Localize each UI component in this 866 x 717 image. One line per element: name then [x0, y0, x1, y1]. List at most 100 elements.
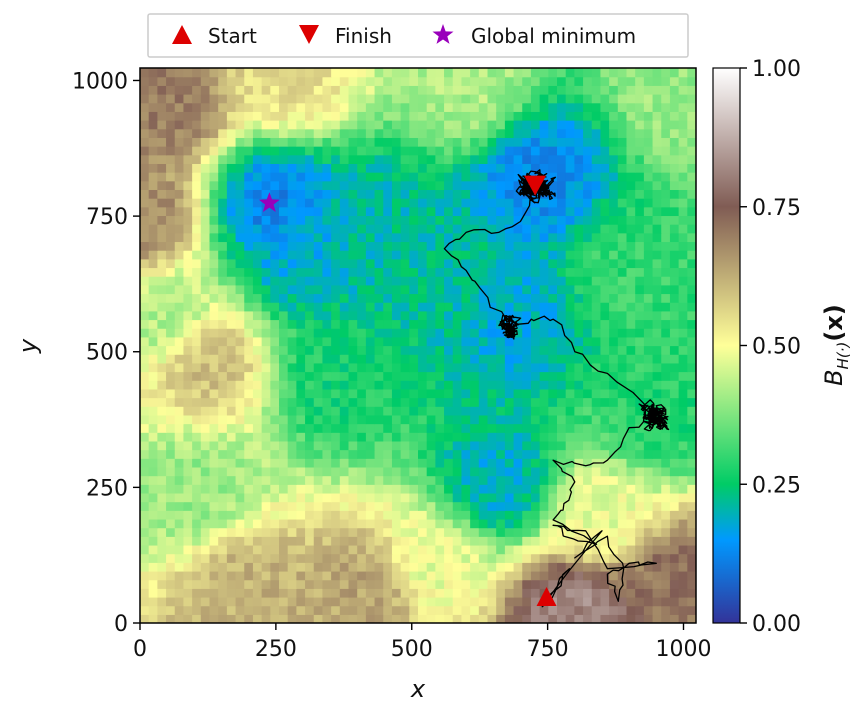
heatmap-cell	[444, 484, 453, 493]
heatmap-cell	[661, 467, 670, 476]
heatmap-cell	[574, 276, 583, 285]
heatmap-cell	[314, 424, 323, 433]
heatmap-cell	[409, 406, 418, 415]
heatmap-cell	[505, 181, 514, 190]
heatmap-cell	[192, 293, 201, 302]
heatmap-cell	[175, 77, 184, 86]
heatmap-cell	[279, 259, 288, 268]
heatmap-cell	[236, 163, 245, 172]
heatmap-cell	[296, 614, 305, 623]
heatmap-cell	[270, 380, 279, 389]
heatmap-cell	[548, 372, 557, 381]
heatmap-cell	[427, 311, 436, 320]
heatmap-cell	[349, 155, 358, 164]
heatmap-cell	[453, 163, 462, 172]
heatmap-cell	[322, 120, 331, 129]
heatmap-cell	[574, 85, 583, 94]
heatmap-cell	[244, 103, 253, 112]
heatmap-cell	[349, 337, 358, 346]
heatmap-cell	[514, 250, 523, 259]
heatmap-cell	[192, 328, 201, 337]
heatmap-cell	[262, 181, 271, 190]
heatmap-cell	[175, 319, 184, 328]
heatmap-cell	[557, 198, 566, 207]
heatmap-cell	[157, 311, 166, 320]
heatmap-cell	[183, 181, 192, 190]
heatmap-cell	[574, 111, 583, 120]
heatmap-cell	[409, 614, 418, 623]
heatmap-cell	[236, 250, 245, 259]
heatmap-cell	[157, 562, 166, 571]
heatmap-cell	[201, 111, 210, 120]
heatmap-cell	[661, 172, 670, 181]
heatmap-cell	[149, 285, 158, 294]
heatmap-cell	[583, 189, 592, 198]
colorbar-tick-label: 0.00	[752, 612, 801, 637]
heatmap-cell	[470, 372, 479, 381]
heatmap-cell	[270, 432, 279, 441]
heatmap-cell	[453, 380, 462, 389]
heatmap-cell	[505, 484, 514, 493]
heatmap-cell	[687, 250, 696, 259]
heatmap-cell	[288, 155, 297, 164]
heatmap-cell	[514, 354, 523, 363]
heatmap-cell	[505, 302, 514, 311]
heatmap-cell	[653, 241, 662, 250]
heatmap-cell	[687, 85, 696, 94]
heatmap-cell	[427, 137, 436, 146]
heatmap-cell	[322, 85, 331, 94]
heatmap-cell	[253, 259, 262, 268]
heatmap-cell	[653, 103, 662, 112]
heatmap-cell	[305, 562, 314, 571]
heatmap-cell	[262, 597, 271, 606]
heatmap-cell	[514, 562, 523, 571]
heatmap-cell	[157, 597, 166, 606]
heatmap-cell	[488, 432, 497, 441]
heatmap-cell	[140, 354, 149, 363]
heatmap-cell	[183, 372, 192, 381]
heatmap-cell	[157, 77, 166, 86]
heatmap-cell	[210, 458, 219, 467]
heatmap-cell	[227, 163, 236, 172]
heatmap-cell	[409, 77, 418, 86]
heatmap-cell	[444, 146, 453, 155]
heatmap-cell	[488, 588, 497, 597]
heatmap-cell	[548, 111, 557, 120]
heatmap-cell	[618, 172, 627, 181]
heatmap-cell	[461, 207, 470, 216]
heatmap-cell	[427, 302, 436, 311]
heatmap-cell	[322, 207, 331, 216]
heatmap-cell	[488, 528, 497, 537]
heatmap-cell	[592, 207, 601, 216]
heatmap-cell	[175, 172, 184, 181]
heatmap-cell	[635, 614, 644, 623]
heatmap-cell	[635, 328, 644, 337]
heatmap-cell	[270, 146, 279, 155]
heatmap-cell	[679, 111, 688, 120]
heatmap-cell	[288, 450, 297, 459]
heatmap-cell	[383, 536, 392, 545]
heatmap-cell	[522, 77, 531, 86]
heatmap-cell	[349, 311, 358, 320]
heatmap-cell	[288, 502, 297, 511]
heatmap-cell	[296, 146, 305, 155]
heatmap-cell	[670, 510, 679, 519]
heatmap-cell	[201, 103, 210, 112]
heatmap-cell	[383, 450, 392, 459]
heatmap-cell	[244, 111, 253, 120]
heatmap-cell	[679, 94, 688, 103]
heatmap-cell	[574, 450, 583, 459]
heatmap-cell	[653, 536, 662, 545]
heatmap-cell	[166, 554, 175, 563]
heatmap-cell	[470, 502, 479, 511]
heatmap-cell	[305, 536, 314, 545]
heatmap-cell	[592, 389, 601, 398]
heatmap-cell	[357, 163, 366, 172]
heatmap-cell	[418, 458, 427, 467]
heatmap-cell	[453, 111, 462, 120]
heatmap-cell	[496, 163, 505, 172]
heatmap-cell	[392, 302, 401, 311]
heatmap-cell	[453, 207, 462, 216]
heatmap-cell	[331, 85, 340, 94]
heatmap-cell	[331, 293, 340, 302]
